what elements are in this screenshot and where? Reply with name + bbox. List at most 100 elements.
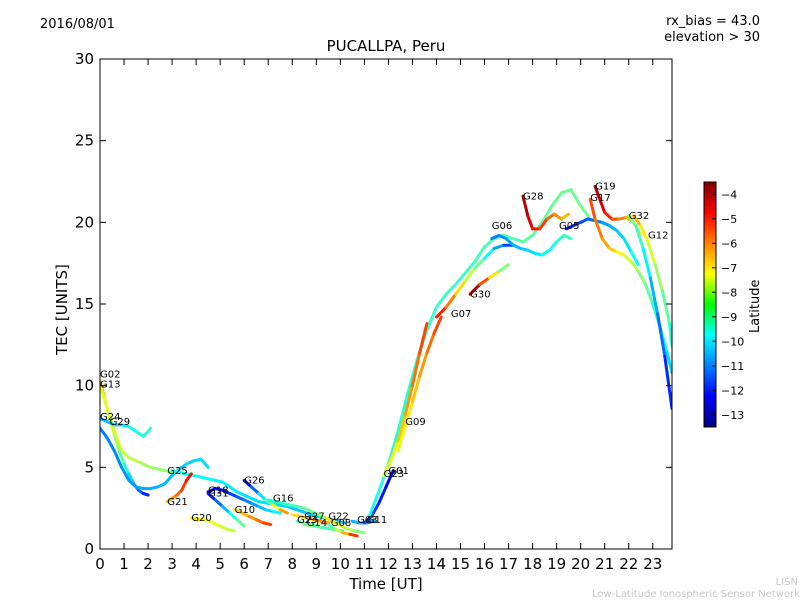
trace-g03-segment <box>365 519 376 525</box>
colorbar-tick-label: −7 <box>721 262 737 275</box>
trace-g09-segment <box>403 400 414 428</box>
trace-g17-segment <box>644 282 655 306</box>
sat-label-g27: G27 <box>304 512 324 523</box>
trace-g11-segment <box>370 501 381 518</box>
trace-g17-segment <box>588 197 597 221</box>
trace-g32-segment <box>648 276 660 316</box>
trace-g26-segment <box>242 478 253 489</box>
sat-label-g22: G22 <box>328 512 348 523</box>
trace-g31-segment <box>221 505 232 515</box>
x-tick-label: 7 <box>263 555 273 573</box>
sat-label-g32: G32 <box>629 211 649 222</box>
trace-g26-segment <box>249 485 261 495</box>
trace-g09-segment <box>425 331 436 355</box>
trace-g23b-segment <box>502 233 515 241</box>
trace-g09-segment <box>418 351 429 378</box>
sat-label-g26: G26 <box>244 476 264 487</box>
trace-g11-segment <box>377 485 388 505</box>
trace-g01-segment <box>410 351 422 388</box>
sat-label-g24: G24 <box>100 412 120 423</box>
trace-g06-segment <box>555 233 566 244</box>
colorbar-tick-label: −8 <box>721 286 737 299</box>
sat-label-g09: G09 <box>405 417 425 428</box>
sat-label-g16: G16 <box>273 494 293 505</box>
trace-g12-segment <box>646 240 657 267</box>
x-tick-label: 9 <box>312 555 322 573</box>
trace-g09-segment <box>410 374 422 404</box>
trace-g08-segment <box>348 532 359 538</box>
trace-g12-segment <box>653 263 664 293</box>
trace-g23b-segment <box>483 237 496 249</box>
trace-g02-segment <box>117 449 126 466</box>
trace-g07-segment <box>483 246 496 260</box>
sat-label-g23b: G23 <box>384 469 404 480</box>
trace-g24-segment <box>146 426 152 433</box>
sat-label-g17: G17 <box>590 193 610 204</box>
trace-g23b-segment <box>569 188 583 208</box>
x-tick-label: 19 <box>547 555 566 573</box>
trace-g17-segment <box>636 269 648 286</box>
trace-g17-segment <box>665 351 672 375</box>
trace-g06-segment <box>562 233 573 241</box>
sat-label-g02: G02 <box>100 370 120 381</box>
trace-g32-segment <box>656 312 667 358</box>
trace-g29-segment <box>100 426 109 440</box>
trace-g22-segment <box>334 521 347 530</box>
x-tick-label: 1 <box>119 555 129 573</box>
sat-label-g10: G10 <box>235 505 255 516</box>
x-tick-label: 12 <box>379 555 398 573</box>
footer-network: Low-Latitude Ionospheric Sensor Network <box>592 589 800 600</box>
x-tick-label: 6 <box>239 555 249 573</box>
x-tick-label: 14 <box>427 555 446 573</box>
sat-label-g14: G14 <box>307 518 327 529</box>
trace-g29-segment <box>127 478 138 489</box>
trace-g20-segment <box>225 527 237 533</box>
trace-g06-segment <box>547 240 559 252</box>
trace-g26-segment <box>278 508 289 515</box>
trace-g32-segment <box>663 354 672 411</box>
date-label: 2016/08/01 <box>40 17 115 32</box>
trace-g01-segment <box>403 384 414 417</box>
trace-g12-segment <box>639 224 650 244</box>
x-tick-label: 18 <box>523 555 542 573</box>
trace-g23b-segment <box>444 282 458 296</box>
sat-label-g29: G29 <box>110 417 130 428</box>
trace-g07-segment <box>444 292 458 309</box>
trace-g09-segment <box>396 425 407 453</box>
trace-g13-segment <box>105 407 116 433</box>
trace-g23b-segment <box>521 233 535 244</box>
x-tick-label: 11 <box>355 555 374 573</box>
trace-g19-segment <box>593 184 602 201</box>
trace-g25-segment <box>295 508 309 515</box>
sat-label-g11: G11 <box>367 515 387 526</box>
y-tick-label: 0 <box>84 540 94 558</box>
sat-label-g28: G28 <box>523 191 543 202</box>
trace-g11-segment <box>362 514 374 525</box>
trace-g07-segment <box>434 305 448 319</box>
sat-label-g31: G31 <box>208 489 228 500</box>
trace-g13-segment <box>163 469 174 474</box>
x-tick-label: 5 <box>215 555 225 573</box>
x-tick-label: 16 <box>475 555 494 573</box>
trace-g13-segment <box>120 449 131 460</box>
x-tick-label: 21 <box>595 555 614 573</box>
trace-g17-segment <box>593 217 604 241</box>
trace-g14-segment <box>312 524 326 530</box>
trace-g01-segment <box>382 459 393 477</box>
sat-label-g08: G08 <box>331 518 351 529</box>
y-tick-label: 30 <box>75 50 94 68</box>
sat-label-g18: G18 <box>208 485 228 496</box>
sat-label-g07: G07 <box>451 309 471 320</box>
trace-g11-segment <box>384 469 395 489</box>
trace-g23b-segment <box>579 204 592 221</box>
colorbar-label: Latitude <box>748 279 763 333</box>
trace-g13-segment <box>112 429 124 453</box>
sat-label-g30: G30 <box>470 289 490 300</box>
trace-g28-segment <box>526 214 535 231</box>
rx-bias-label: rx_bias = 43.0 <box>666 14 760 29</box>
trace-g29-segment <box>120 465 131 482</box>
x-axis-label: Time [UT] <box>349 575 423 593</box>
colorbar-tick-label: −10 <box>721 335 744 348</box>
trace-g30-segment <box>478 276 491 286</box>
